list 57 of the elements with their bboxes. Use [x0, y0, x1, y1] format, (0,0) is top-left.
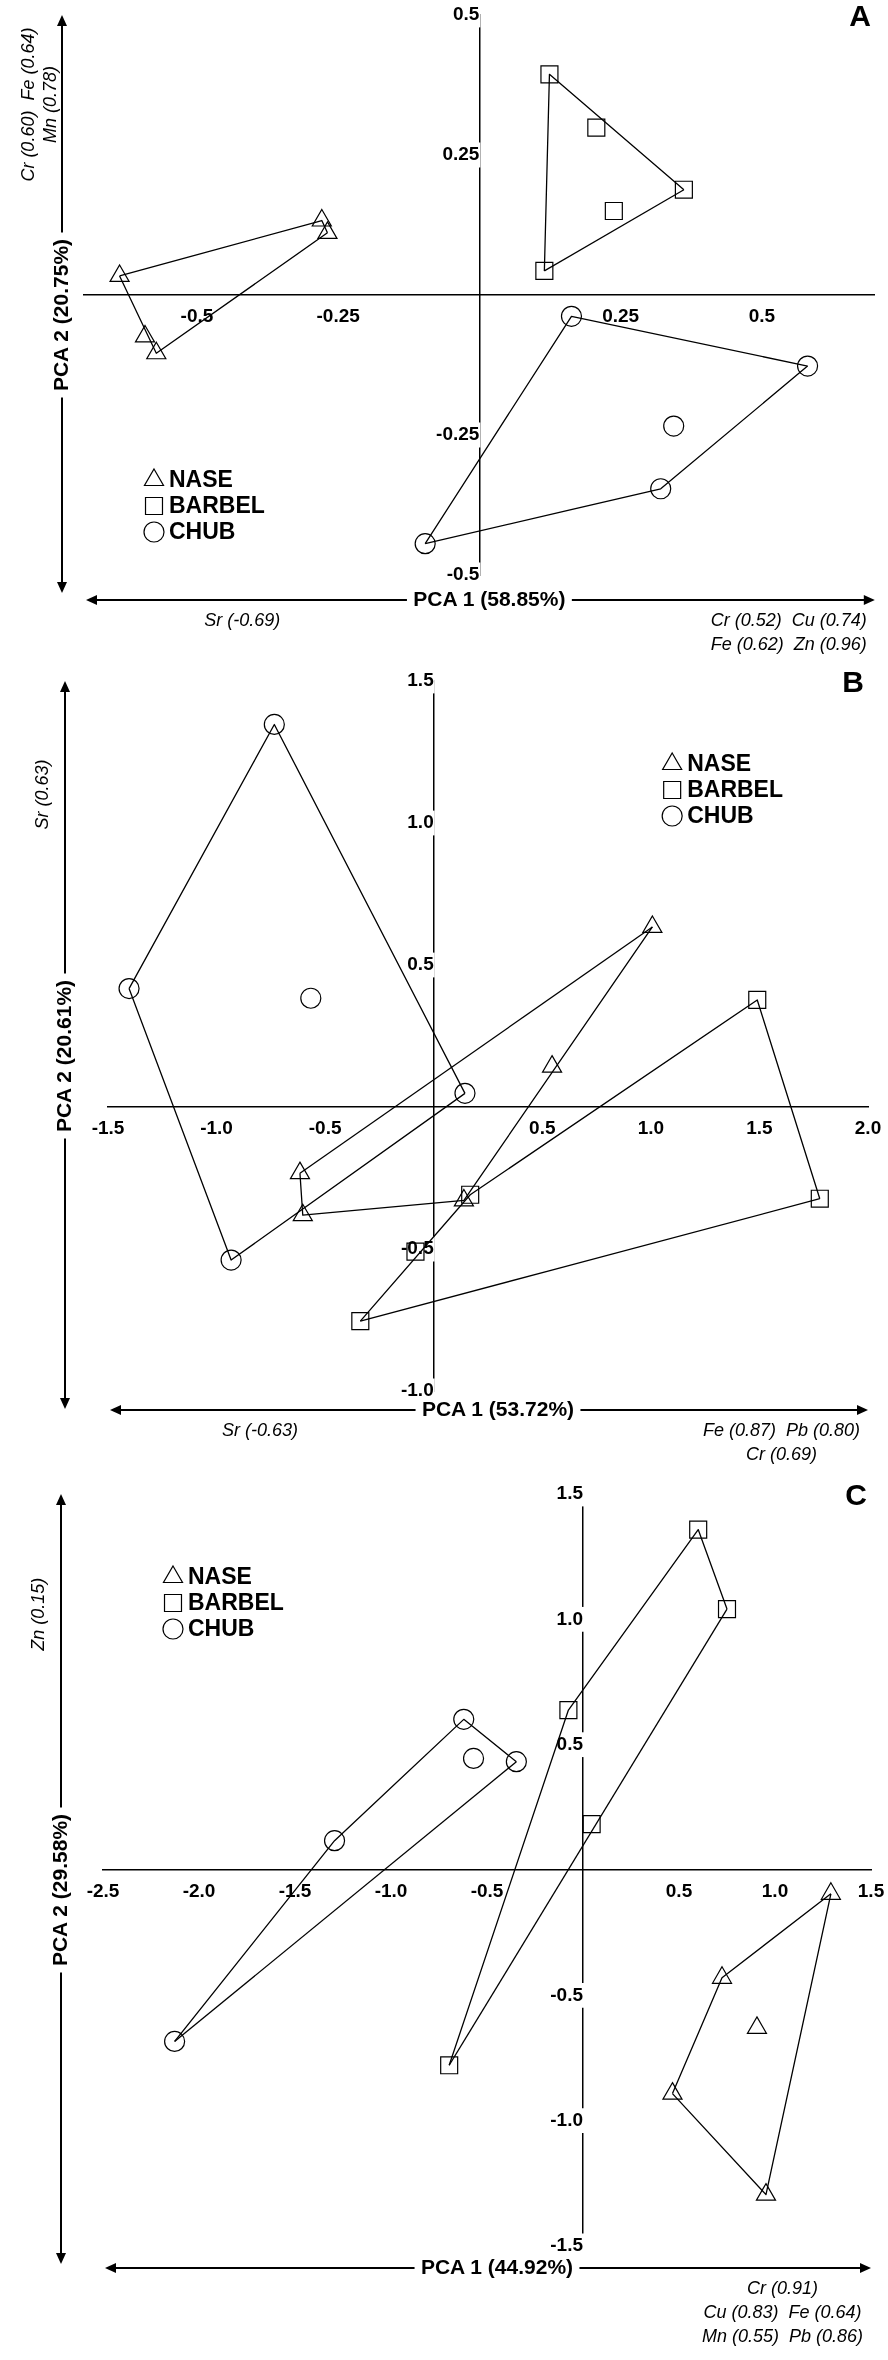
y-tick-label: 1.5	[407, 669, 435, 691]
x-tick-label: 0.5	[529, 1116, 556, 1138]
x-axis-title: PCA 1 (58.85%)	[413, 586, 566, 610]
y-tick-label: 1.0	[556, 1607, 583, 1629]
y-tick-label: -0.5	[550, 1983, 584, 2005]
y-tick-label: -0.5	[446, 563, 480, 585]
y-axis-title: PCA 2 (20.75%)	[48, 238, 72, 392]
text: Cr (0.60) Fe (0.64) Mn (0.78)	[18, 27, 60, 182]
legend-label: CHUB	[169, 518, 236, 545]
x-tick-label: -0.5	[180, 304, 214, 326]
x-tick-label: 0.5	[748, 304, 776, 326]
y-tick-label: 0.5	[556, 1732, 584, 1754]
legend-label: BARBEL	[687, 776, 784, 803]
y-axis-title: PCA 2 (29.58%)	[47, 1813, 71, 1967]
legend-label: NASE	[169, 466, 233, 493]
legend-label: CHUB	[188, 1615, 255, 1642]
y-tick-label: -0.25	[436, 423, 480, 445]
legend-label: CHUB	[687, 802, 754, 829]
y-tick-label: 1.5	[556, 1482, 584, 1504]
x-tick-label: 1.0	[637, 1116, 665, 1138]
chart-title: B	[842, 665, 864, 699]
y-axis-title: PCA 2 (20.61%)	[51, 979, 75, 1133]
x-tick-label: -1.0	[200, 1116, 233, 1138]
x-tick-label: -0.5	[470, 1879, 504, 1901]
x-tick-label: 1.5	[746, 1116, 774, 1138]
legend-label: BARBEL	[169, 492, 265, 519]
y-tick-label: -1.0	[550, 2108, 583, 2130]
x-tick-label: -2.0	[182, 1879, 216, 1901]
legend-label: BARBEL	[188, 1589, 284, 1616]
x-tick-label: -2.5	[86, 1879, 120, 1901]
text: Fe (0.87) Pb (0.80) Cr (0.69)	[702, 1420, 860, 1464]
x-tick-label: -1.5	[91, 1116, 125, 1138]
y-tick-label: 0.25	[442, 143, 480, 165]
x-tick-label: 1.5	[857, 1879, 885, 1901]
y-tick-label: 1.0	[407, 811, 434, 833]
x-tick-label: -1.0	[374, 1879, 408, 1901]
text: Sr (-0.63)	[221, 1420, 299, 1440]
y-tick-label: 0.5	[407, 953, 435, 975]
x-tick-label: -0.25	[316, 304, 361, 326]
text: Cr (0.91) Cu (0.83) Fe (0.64) Mn (0.55) Pb (0.86)	[701, 2278, 863, 2346]
chart-title: A	[849, 0, 871, 33]
text: Sr (-0.69)	[204, 610, 281, 630]
x-tick-label: 2.0	[854, 1116, 882, 1138]
x-tick-label: 0.25	[602, 304, 640, 326]
y-tick-label: -1.0	[400, 1379, 434, 1401]
text: Zn (0.15)	[28, 1577, 48, 1652]
x-tick-label: 1.0	[761, 1879, 789, 1901]
x-axis-title: PCA 1 (44.92%)	[420, 2254, 574, 2278]
legend-label: NASE	[188, 1563, 252, 1590]
legend-label: NASE	[687, 750, 752, 777]
chart-title: C	[845, 1478, 867, 1512]
y-tick-label: -1.5	[550, 2234, 584, 2256]
x-tick-label: 0.5	[665, 1879, 693, 1901]
text: Cr (0.52) Cu (0.74) Fe (0.62) Zn (0.96)	[710, 610, 867, 654]
y-tick-label: 0.5	[452, 3, 480, 25]
x-tick-label: -0.5	[308, 1116, 342, 1138]
text: Sr (0.63)	[32, 759, 52, 830]
